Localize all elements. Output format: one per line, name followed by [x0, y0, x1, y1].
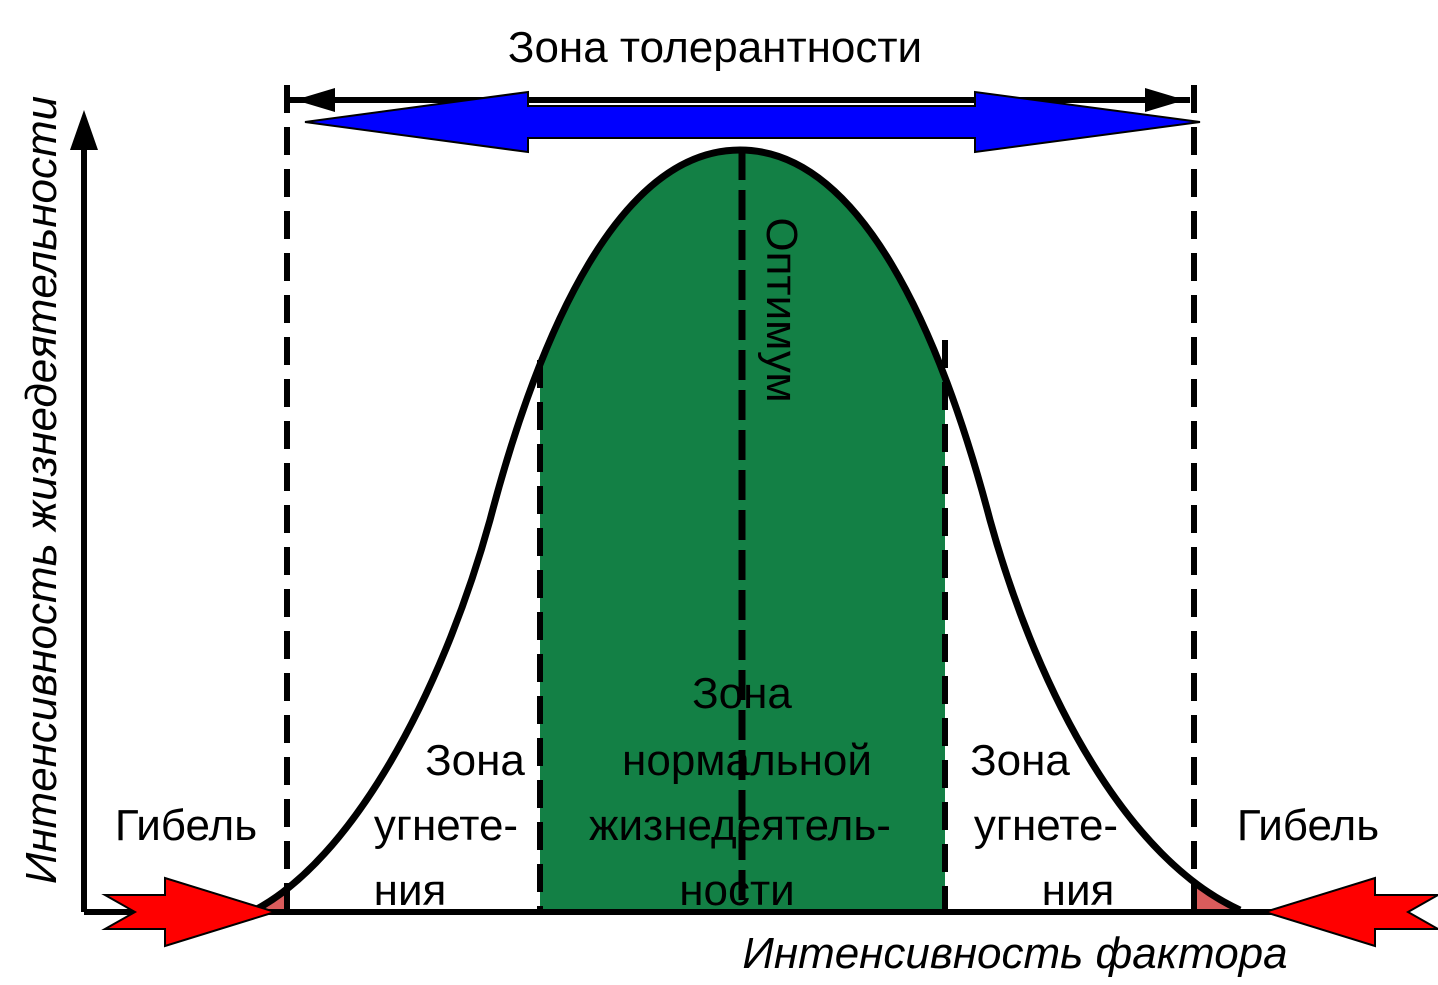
normal-zone-line: Зона	[692, 669, 792, 718]
normal-zone-line: нормальной	[622, 736, 872, 785]
oppression-right-line: Зона	[970, 736, 1070, 785]
oppression-zone-right: Зона угнете- ния	[970, 736, 1118, 915]
oppression-right-line: угнете-	[974, 801, 1118, 850]
x-axis-label: Интенсивность фактора	[742, 929, 1287, 978]
normal-zone-label: Зона нормальной жизнедеятель- ности	[589, 669, 891, 915]
normal-zone-fill	[255, 150, 1240, 910]
oppression-left-line: ния	[374, 866, 447, 915]
tolerance-double-arrow	[304, 90, 1201, 154]
y-axis	[70, 110, 98, 912]
right-limit-arrow	[1261, 876, 1438, 948]
oppression-zone-left: Зона угнете- ния	[374, 736, 526, 915]
normal-zone-line: ности	[679, 866, 795, 915]
oppression-left-line: угнете-	[374, 801, 518, 850]
tolerance-title: Зона толерантности	[508, 23, 922, 72]
optimum-label: Оптимум	[757, 217, 806, 402]
death-label-right: Гибель	[1237, 801, 1379, 850]
left-limit-arrow	[101, 876, 279, 948]
death-label-left: Гибель	[115, 801, 257, 850]
boundary-lines	[284, 85, 1197, 910]
oppression-left-line: Зона	[425, 736, 525, 785]
y-axis-label: Интенсивность жизнедеятельности	[17, 96, 66, 884]
normal-zone-line: жизнедеятель-	[589, 801, 891, 850]
oppression-right-line: ния	[1042, 866, 1115, 915]
